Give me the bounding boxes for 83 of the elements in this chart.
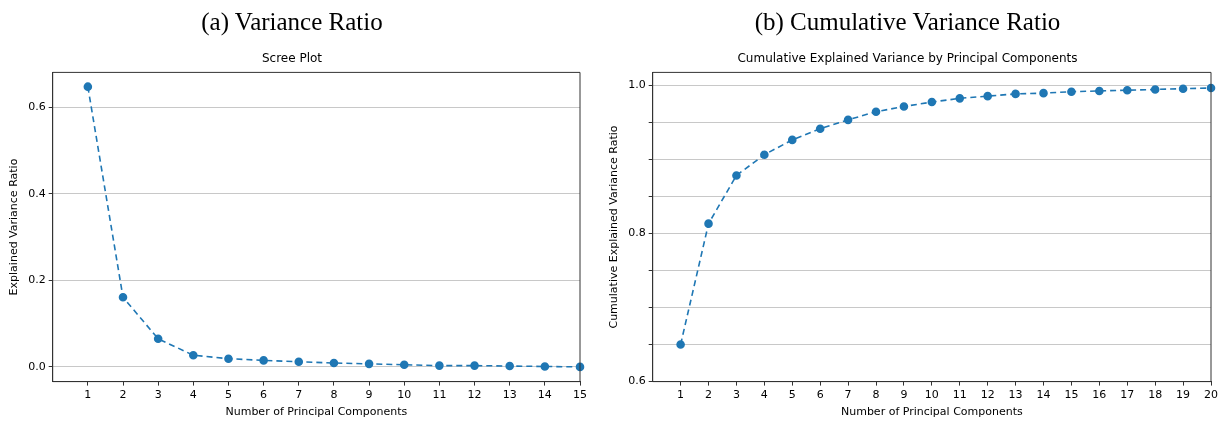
y-tick-label: 0.4 xyxy=(28,186,46,200)
x-tick-label: 20 xyxy=(1204,388,1218,402)
point xyxy=(1178,84,1188,94)
point xyxy=(815,124,825,134)
x-tick-label: 2 xyxy=(705,388,713,402)
point xyxy=(1039,88,1048,98)
point xyxy=(435,361,444,370)
x-tick-label: 1 xyxy=(84,388,92,402)
point xyxy=(118,292,128,302)
point xyxy=(843,115,853,125)
point xyxy=(760,150,769,160)
y-tick-label: 0.6 xyxy=(628,374,646,388)
y-tick-label: 0.2 xyxy=(28,273,46,287)
x-tick-label: 8 xyxy=(872,388,880,402)
point xyxy=(787,135,797,145)
y-axis-title: Explained Variance Ratio xyxy=(7,158,21,296)
point xyxy=(704,219,713,228)
point xyxy=(540,362,550,371)
x-tick-label: 6 xyxy=(816,388,824,402)
x-tick-label: 18 xyxy=(1148,388,1163,402)
x-tick-label: 13 xyxy=(502,388,517,402)
x-tick-label: 9 xyxy=(900,388,908,402)
point xyxy=(259,356,268,365)
x-tick-label: 1 xyxy=(677,388,685,402)
x-tick-label: 5 xyxy=(788,388,796,402)
x-tick-label: 8 xyxy=(330,388,338,402)
point xyxy=(364,359,374,369)
x-tick-label: 11 xyxy=(432,388,447,402)
point xyxy=(470,361,479,370)
x-tick-label: 3 xyxy=(732,388,740,402)
x-tick-label: 4 xyxy=(189,388,197,402)
x-tick-label: 7 xyxy=(295,388,303,402)
point xyxy=(329,358,339,368)
point xyxy=(1011,89,1020,99)
point xyxy=(505,361,514,371)
x-tick-label: 15 xyxy=(1064,388,1079,402)
point xyxy=(955,94,965,103)
point xyxy=(871,107,881,116)
point xyxy=(676,340,685,349)
x-tick-label: 15 xyxy=(573,388,587,402)
y-tick-label: 0.0 xyxy=(28,359,46,373)
x-tick-label: 4 xyxy=(760,388,768,402)
x-tick-label: 14 xyxy=(1036,388,1051,402)
point xyxy=(294,357,304,367)
x-tick-label: 16 xyxy=(1092,388,1107,402)
x-tick-label: 12 xyxy=(467,388,482,402)
x-axis-title: Number of Principal Components xyxy=(225,405,408,419)
x-tick-label: 12 xyxy=(980,388,995,402)
x-axis-title: Number of Principal Components xyxy=(840,405,1023,419)
y-tick-label: 1.0 xyxy=(628,77,646,91)
point xyxy=(153,334,163,344)
point xyxy=(189,350,198,360)
x-tick-label: 6 xyxy=(260,388,268,402)
point xyxy=(927,97,937,107)
x-tick-label: 17 xyxy=(1120,388,1135,402)
x-tick-label: 10 xyxy=(924,388,939,402)
chart-title: (b) Cumulative Variance Ratio xyxy=(754,7,1061,36)
point xyxy=(83,82,93,91)
y-tick-label: 0.8 xyxy=(628,226,646,240)
point xyxy=(1067,87,1076,96)
x-tick-label: 10 xyxy=(397,388,412,402)
y-axis-title: Cumulative Explained Variance Ratio xyxy=(607,125,621,329)
x-tick-label: 7 xyxy=(844,388,852,402)
point xyxy=(1095,86,1104,96)
x-tick-label: 14 xyxy=(537,388,552,402)
y-tick-label: 0.6 xyxy=(28,100,46,114)
point xyxy=(1150,85,1160,94)
point xyxy=(1122,85,1132,95)
x-tick-label: 9 xyxy=(365,388,373,402)
x-tick-label: 2 xyxy=(119,388,127,402)
chart-subtitle: Cumulative Explained Variance by Principal Components xyxy=(737,51,1078,66)
x-tick-label: 5 xyxy=(224,388,232,402)
point xyxy=(224,354,233,363)
point xyxy=(983,91,992,101)
point xyxy=(732,171,741,180)
point xyxy=(899,102,909,111)
x-tick-label: 13 xyxy=(1008,388,1023,402)
chart-subtitle: Scree Plot xyxy=(261,51,323,66)
x-tick-label: 11 xyxy=(952,388,967,402)
x-tick-label: 3 xyxy=(154,388,162,402)
x-tick-label: 19 xyxy=(1176,388,1191,402)
point xyxy=(399,360,409,370)
chart-title: (a) Variance Ratio xyxy=(201,7,383,36)
